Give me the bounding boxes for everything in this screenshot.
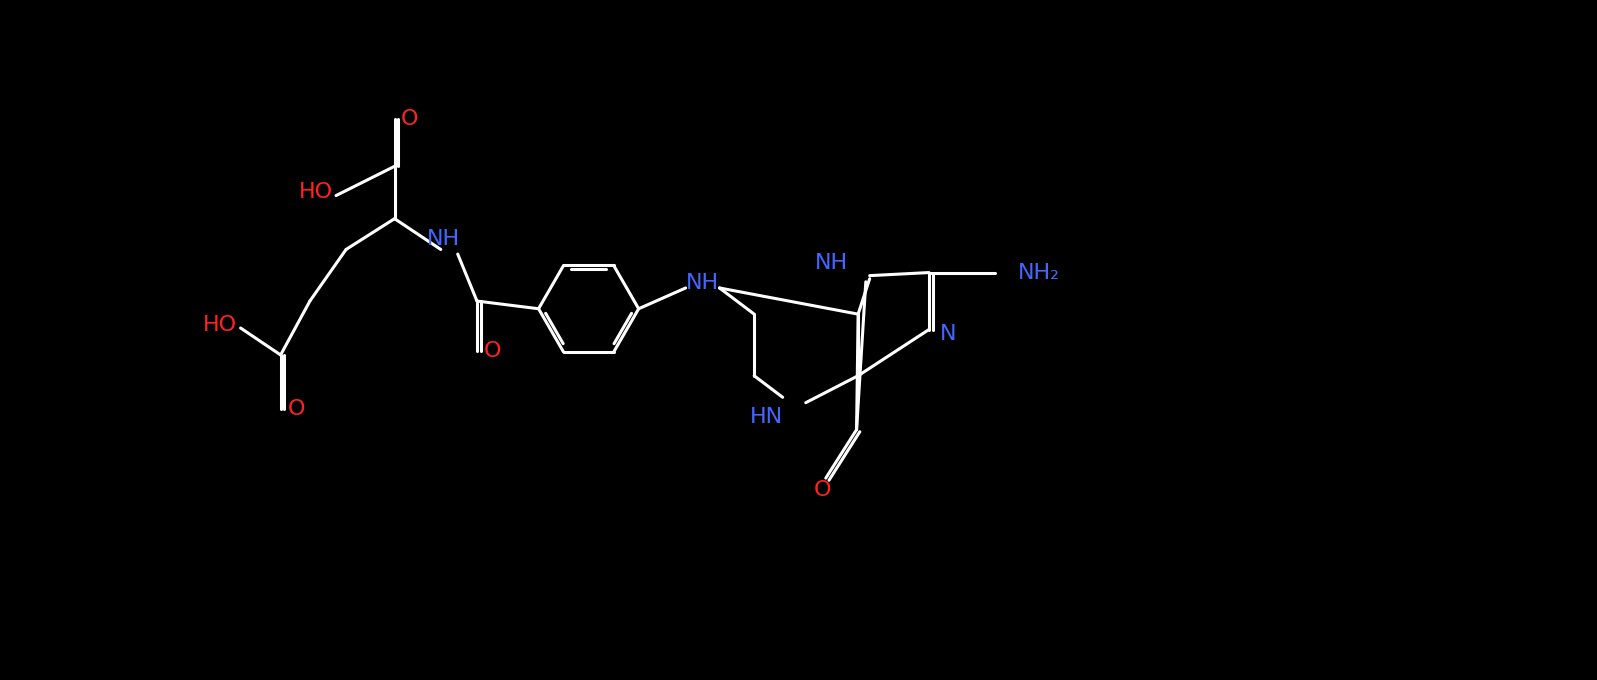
Text: HO: HO (203, 315, 238, 335)
Text: NH: NH (687, 273, 719, 293)
Text: O: O (484, 341, 501, 361)
Text: NH: NH (428, 228, 460, 249)
Text: HN: HN (749, 407, 783, 427)
Text: NH: NH (814, 254, 848, 273)
Text: O: O (401, 109, 418, 129)
Text: HO: HO (299, 182, 334, 203)
Text: NH₂: NH₂ (1019, 262, 1060, 283)
Text: O: O (814, 481, 832, 500)
Text: O: O (287, 399, 305, 419)
Text: N: N (939, 324, 957, 344)
